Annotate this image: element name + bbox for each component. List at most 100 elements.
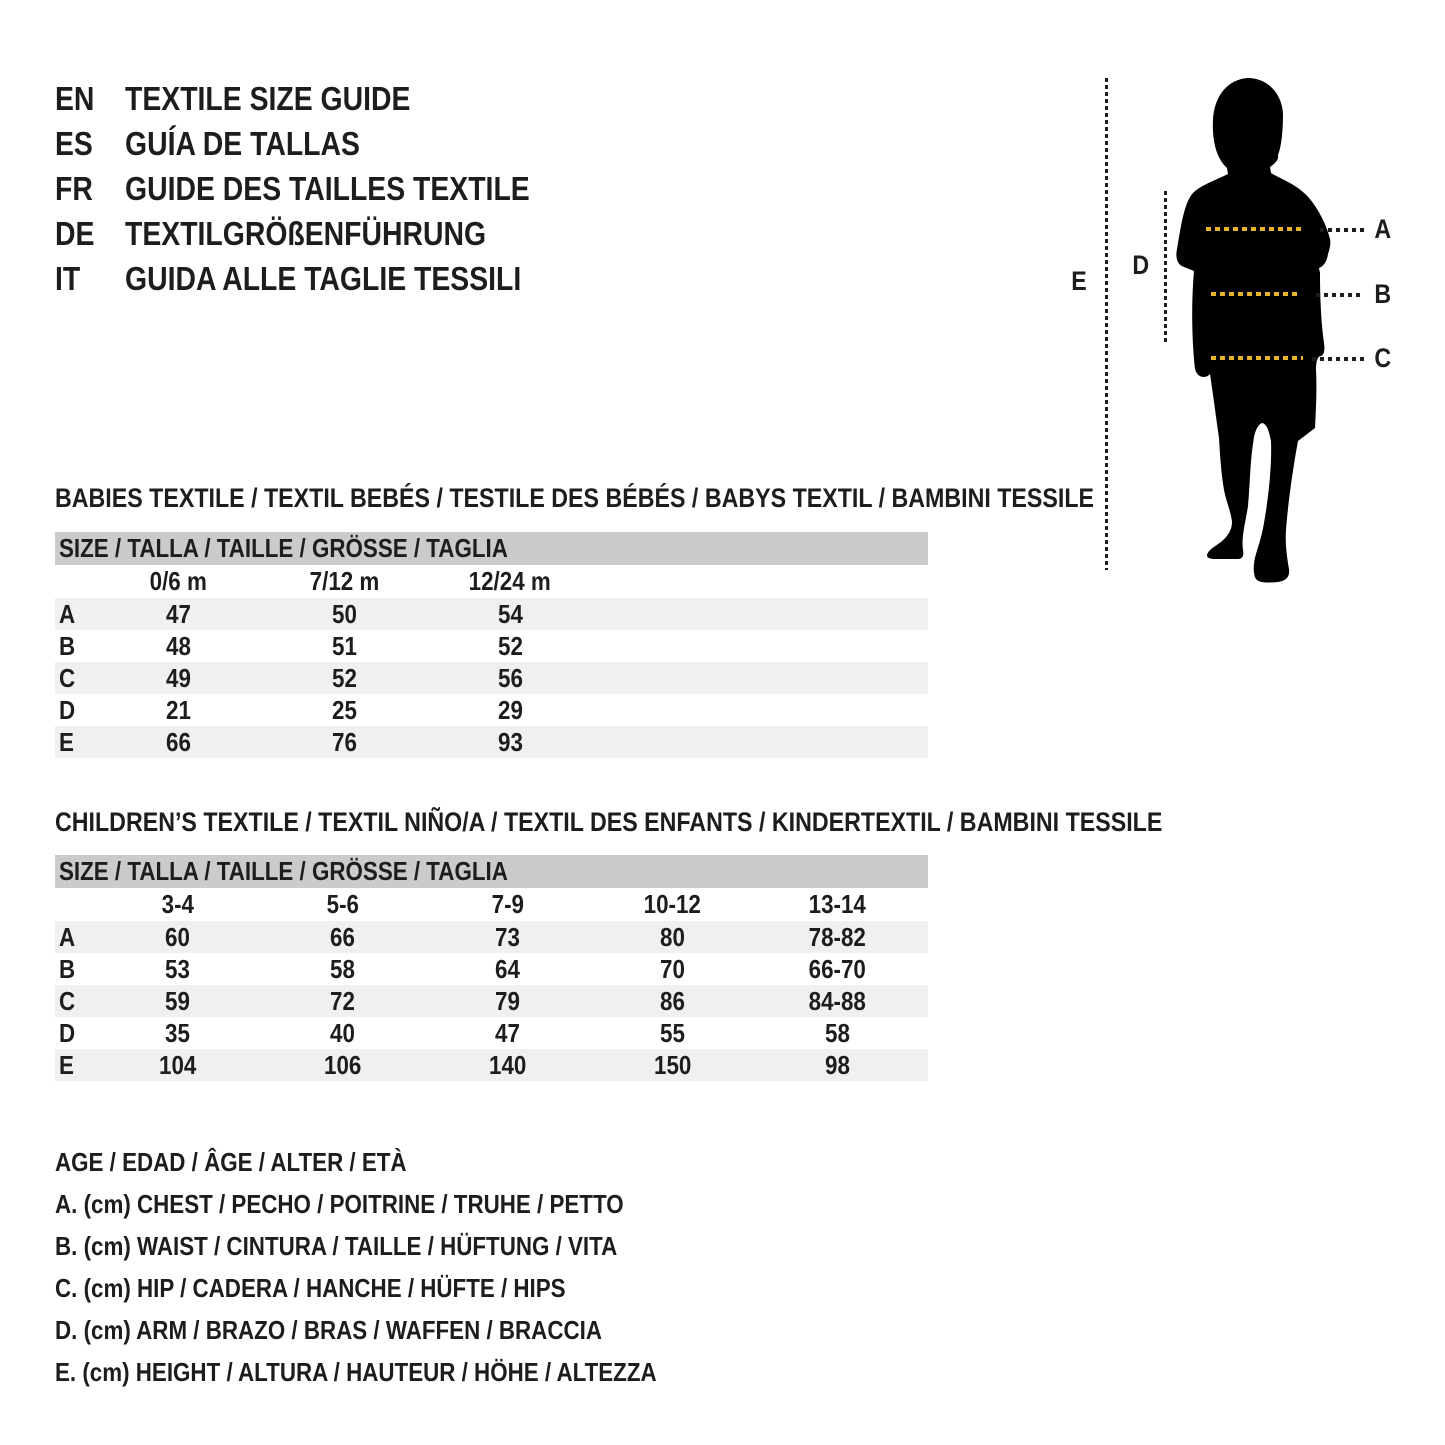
children-size-header-bar: SIZE / TALLA / TAILLE / GRÖSSE / TAGLIA xyxy=(55,855,928,888)
babies-column-header-row: 0/6 m 7/12 m 12/24 m xyxy=(55,565,928,598)
header-line-it: IT GUIDA ALLE TAGLIE TESSILI xyxy=(55,256,596,301)
table-cell: 56 xyxy=(497,662,523,693)
legend-line-hip: C. (cm) HIP / CADERA / HANCHE / HÜFTE / … xyxy=(55,1272,566,1303)
table-cell: 104 xyxy=(158,1049,197,1080)
row-label: C xyxy=(59,985,76,1016)
table-cell: 84-88 xyxy=(808,985,867,1016)
table-cell: 29 xyxy=(497,694,523,725)
height-measure-line xyxy=(1105,78,1108,570)
table-cell: 66 xyxy=(165,726,191,757)
guide-title: GUÍA DE TALLAS xyxy=(125,124,360,162)
legend-line-chest: A. (cm) CHEST / PECHO / POITRINE / TRUHE… xyxy=(55,1188,624,1219)
waist-line-leader xyxy=(1316,293,1364,297)
hip-line-leader xyxy=(1312,357,1364,361)
table-row: C 59 72 79 86 84-88 xyxy=(55,985,928,1017)
row-label: D xyxy=(59,694,76,725)
table-row: B 53 58 64 70 66-70 xyxy=(55,953,928,985)
row-label: A xyxy=(59,921,76,952)
child-silhouette-image xyxy=(1176,78,1331,583)
table-cell: 80 xyxy=(660,921,685,952)
column-header: 5-6 xyxy=(326,889,359,919)
chest-line-accent xyxy=(1206,227,1302,231)
table-cell: 48 xyxy=(165,630,191,661)
row-label: B xyxy=(59,953,76,984)
row-label: E xyxy=(59,726,74,757)
babies-size-header-bar: SIZE / TALLA / TAILLE / GRÖSSE / TAGLIA xyxy=(55,532,928,565)
guide-title: TEXTILE SIZE GUIDE xyxy=(125,79,411,117)
table-cell: 51 xyxy=(331,630,357,661)
babies-section-title: BABIES TEXTILE / TEXTIL BEBÉS / TESTILE … xyxy=(55,483,1095,513)
table-cell: 58 xyxy=(330,953,355,984)
figure-label-waist: B xyxy=(1374,279,1392,309)
table-cell: 58 xyxy=(825,1017,850,1048)
table-row: D 35 40 47 55 58 xyxy=(55,1017,928,1049)
table-row: B 48 51 52 xyxy=(55,630,928,662)
arm-measure-line xyxy=(1164,191,1167,344)
table-cell: 25 xyxy=(331,694,357,725)
table-cell: 54 xyxy=(497,598,523,629)
row-label: C xyxy=(59,662,76,693)
legend-line-height: E. (cm) HEIGHT / ALTURA / HAUTEUR / HÖHE… xyxy=(55,1356,657,1387)
chest-line-leader xyxy=(1320,228,1364,232)
table-cell: 52 xyxy=(497,630,523,661)
header-line-es: ES GUÍA DE TALLAS xyxy=(55,121,596,166)
table-cell: 140 xyxy=(488,1049,527,1080)
table-cell: 53 xyxy=(165,953,190,984)
header-line-fr: FR GUIDE DES TAILLES TEXTILE xyxy=(55,166,596,211)
figure-label-hip: C xyxy=(1374,343,1392,373)
row-label: B xyxy=(59,630,76,661)
column-header: 7-9 xyxy=(491,889,524,919)
header-line-de: DE TEXTILGRÖßENFÜHRUNG xyxy=(55,211,596,256)
column-header: 7/12 m xyxy=(309,566,379,596)
table-cell: 60 xyxy=(165,921,190,952)
table-cell: 73 xyxy=(495,921,520,952)
table-cell: 70 xyxy=(660,953,685,984)
lang-code: IT xyxy=(55,259,81,297)
table-cell: 52 xyxy=(331,662,357,693)
legend-line-waist: B. (cm) WAIST / CINTURA / TAILLE / HÜFTU… xyxy=(55,1230,618,1261)
babies-size-table: SIZE / TALLA / TAILLE / GRÖSSE / TAGLIA … xyxy=(55,532,928,758)
figure-label-height: E xyxy=(1071,266,1087,296)
table-row: A 60 66 73 80 78-82 xyxy=(55,921,928,953)
table-cell: 50 xyxy=(331,598,357,629)
table-cell: 72 xyxy=(330,985,355,1016)
table-cell: 66-70 xyxy=(808,953,867,984)
lang-code: ES xyxy=(55,124,93,162)
legend-line-arm: D. (cm) ARM / BRAZO / BRAS / WAFFEN / BR… xyxy=(55,1314,602,1345)
table-cell: 150 xyxy=(653,1049,692,1080)
measurement-legend: AGE / EDAD / ÂGE / ALTER / ETÀ A. (cm) C… xyxy=(55,1141,755,1393)
table-cell: 93 xyxy=(497,726,523,757)
lang-code: EN xyxy=(55,79,95,117)
header-line-en: EN TEXTILE SIZE GUIDE xyxy=(55,76,596,121)
table-cell: 21 xyxy=(165,694,191,725)
figure-label-chest: A xyxy=(1374,214,1392,244)
lang-code: FR xyxy=(55,169,93,207)
children-section-title: CHILDREN’S TEXTILE / TEXTIL NIÑO/A / TEX… xyxy=(55,807,1163,837)
children-size-table: SIZE / TALLA / TAILLE / GRÖSSE / TAGLIA … xyxy=(55,855,928,1081)
language-title-header: EN TEXTILE SIZE GUIDE ES GUÍA DE TALLAS … xyxy=(55,76,596,301)
row-label: E xyxy=(59,1049,74,1080)
table-cell: 35 xyxy=(165,1017,190,1048)
table-row: E 104 106 140 150 98 xyxy=(55,1049,928,1081)
table-cell: 78-82 xyxy=(808,921,867,952)
table-cell: 40 xyxy=(330,1017,355,1048)
table-cell: 47 xyxy=(495,1017,520,1048)
column-header: 12/24 m xyxy=(468,566,552,596)
table-row: D 21 25 29 xyxy=(55,694,928,726)
row-label: D xyxy=(59,1017,76,1048)
table-cell: 49 xyxy=(165,662,191,693)
figure-label-arm: D xyxy=(1132,250,1150,280)
table-cell: 86 xyxy=(660,985,685,1016)
children-column-header-row: 3-4 5-6 7-9 10-12 13-14 xyxy=(55,888,928,921)
column-header: 3-4 xyxy=(161,889,194,919)
table-row: A 47 50 54 xyxy=(55,598,928,630)
table-cell: 76 xyxy=(331,726,357,757)
table-row: C 49 52 56 xyxy=(55,662,928,694)
legend-line-age: AGE / EDAD / ÂGE / ALTER / ETÀ xyxy=(55,1146,407,1177)
guide-title: GUIDA ALLE TAGLIE TESSILI xyxy=(125,259,522,297)
column-header: 13-14 xyxy=(808,889,867,919)
table-cell: 66 xyxy=(330,921,355,952)
table-cell: 55 xyxy=(660,1017,685,1048)
column-header: 0/6 m xyxy=(149,566,207,596)
hip-line-accent xyxy=(1211,356,1303,360)
